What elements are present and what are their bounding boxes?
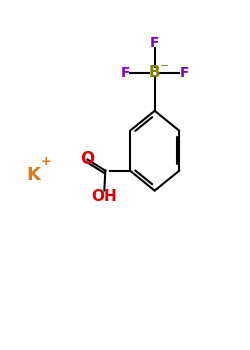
- Text: B: B: [149, 65, 160, 80]
- Text: −: −: [159, 61, 169, 71]
- Text: O: O: [80, 149, 94, 168]
- Text: F: F: [150, 36, 160, 50]
- Text: +: +: [41, 155, 52, 168]
- Text: OH: OH: [91, 189, 117, 204]
- Text: K: K: [26, 166, 40, 184]
- Text: F: F: [180, 65, 189, 79]
- Text: F: F: [120, 65, 130, 79]
